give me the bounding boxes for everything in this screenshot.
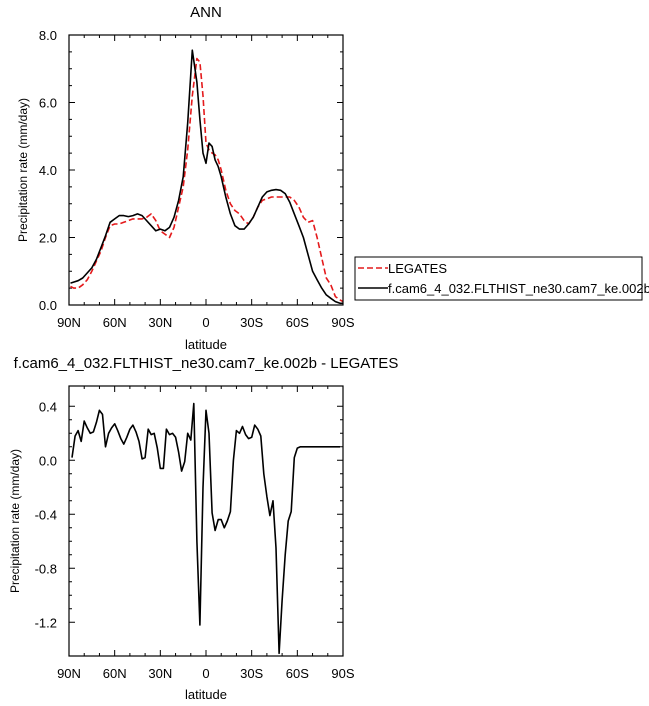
bottom-x-tick-label: 30N [148,666,172,681]
bottom-y-tick-label: -1.2 [35,615,57,630]
top-x-tick-label: 60S [286,315,309,330]
top-y-tick-label: 6.0 [39,96,57,111]
top-y-tick-label: 8.0 [39,28,57,43]
top-chart: ANN 90N 60N 30N 0 30S 60S 90S 0.0 2.0 4.0 6.0 8.0 l… [16,4,649,352]
bottom-y-tick-label: 0.4 [39,399,57,414]
bottom-x-tick-label: 90S [331,666,354,681]
bottom-y-axis-label: Precipitation rate (mm/day) [8,449,22,593]
top-y-tick-label: 4.0 [39,163,57,178]
bottom-chart-title: f.cam6_4_032.FLTHIST_ne30.cam7_ke.002b -… [14,355,399,372]
top-x-tick-label: 60N [103,315,127,330]
bottom-plot-frame [68,385,344,657]
top-x-tick-label: 90S [331,315,354,330]
top-series-line-1 [70,49,343,305]
bottom-y-tick-label: -0.4 [35,507,57,522]
top-y-tick-label: 0.0 [39,298,57,313]
top-x-axis-label: latitude [185,337,227,352]
bottom-x-tick-label: 60S [286,666,309,681]
top-x-tick-label: 0 [202,315,209,330]
bottom-x-tick-label: 90N [57,666,81,681]
bottom-chart: f.cam6_4_032.FLTHIST_ne30.cam7_ke.002b -… [8,355,398,702]
top-x-tick-label: 30N [148,315,172,330]
bottom-x-tick-label: 0 [202,666,209,681]
top-chart-title: ANN [190,4,222,21]
legend-label-model: f.cam6_4_032.FLTHIST_ne30.cam7_ke.002b [388,281,649,296]
top-x-tick-label: 90N [57,315,81,330]
bottom-series-line-0 [71,402,340,655]
legend-box [354,256,643,301]
bottom-y-tick-label: 0.0 [39,453,57,468]
bottom-y-tick-label: -0.8 [35,561,57,576]
legend-label-legates: LEGATES [388,261,447,276]
bottom-x-axis-label: latitude [185,687,227,702]
top-x-tick-label: 30S [240,315,263,330]
top-legend: LEGATES f.cam6_4_032.FLTHIST_ne30.cam7_k… [354,256,649,301]
top-y-axis-label: Precipitation rate (mm/day) [16,98,30,242]
top-y-tick-label: 2.0 [39,231,57,246]
bottom-x-tick-label: 30S [240,666,263,681]
top-plot-frame [68,34,344,306]
bottom-x-tick-label: 60N [103,666,127,681]
top-series-line-0 [70,57,344,303]
